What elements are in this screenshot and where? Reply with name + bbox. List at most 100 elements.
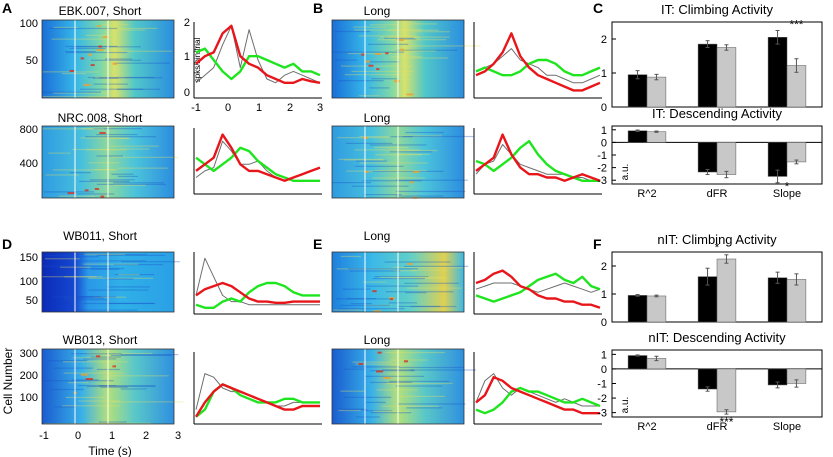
heatmap-title-nrc: NRC.008, Short: [58, 111, 143, 125]
trace-red-line: [475, 376, 600, 415]
trace-gray-line: [195, 257, 320, 306]
population-trace-wb011: [193, 252, 322, 315]
heatmap-title-wb013-long: Long: [364, 333, 391, 347]
panel-letter-c: C: [593, 0, 603, 16]
bar-chart-0: IT: Climbing Activity 2 1 0 ***: [601, 2, 823, 114]
significance-marker: *: [785, 179, 790, 193]
heatmap-xlabel: Time (s): [88, 444, 132, 457]
heatmap-ylabel: Cell Number: [1, 348, 15, 415]
panel-letter-f: F: [593, 236, 602, 252]
bar-chart-title: IT: Climbing Activity: [661, 2, 773, 17]
heatmap-ytick: 100: [20, 276, 38, 288]
trace-green-line: [195, 146, 320, 183]
heatmap-wb011: [41, 251, 180, 313]
bar-ylabel: a.u.: [620, 397, 631, 414]
trace-red-line: [195, 133, 321, 183]
bar-r2-short: [627, 74, 648, 108]
panel-letter-a: A: [2, 0, 12, 16]
heatmap-title-nrc-long: Long: [364, 111, 391, 125]
trace-ytick: 2: [184, 17, 190, 29]
trace-ytick: 0: [184, 87, 190, 99]
bar-r2-short: [627, 295, 648, 323]
heatmap-xtick: -1: [39, 430, 49, 442]
trace-gray-line: [475, 144, 600, 182]
bar-slope-short: [767, 37, 788, 108]
trace-xtick: 2: [287, 102, 293, 114]
heatmap-wb013: [41, 348, 184, 425]
bar-ytick: 1: [601, 349, 607, 361]
heatmap-title-ebk-long: Long: [364, 4, 391, 18]
heatmap-title-ebk: EBK.007, Short: [59, 4, 142, 18]
bar-ytick: 0: [601, 364, 607, 376]
heatmap-wb013-long: [331, 348, 476, 425]
bar-ytick: 0: [601, 317, 607, 329]
trace-gray-line: [475, 48, 601, 84]
trace-green-line: [475, 272, 601, 303]
heatmap-nrc: [41, 125, 179, 199]
bar-ytick: 2: [601, 261, 607, 273]
heatmap-xtick: 3: [175, 430, 181, 442]
heatmap-ytick: 800: [20, 124, 38, 136]
heatmap-xtick: 2: [143, 430, 149, 442]
bar-ytick: -3: [597, 408, 607, 420]
heatmap-ebk-long: [331, 19, 481, 99]
bar-dfr-short: [697, 142, 718, 173]
heatmap-ytick: 200: [20, 370, 38, 382]
bar-ytick: -2: [597, 393, 607, 405]
bar-xlabel: Slope: [773, 421, 801, 433]
trace-xtick: 3: [317, 102, 323, 114]
bar-r2-short: [627, 130, 648, 143]
bar-chart-1: IT: Descending Activity 10-1-2-3 * R^2 dFR Sl…: [597, 106, 823, 200]
trace-xtick: 0: [225, 102, 231, 114]
population-trace-ebk: [195, 24, 321, 85]
heatmap-ytick: 50: [26, 55, 38, 67]
significance-marker: ***: [719, 415, 733, 429]
bar-slope-long: [786, 142, 807, 163]
panel-letter-d: D: [2, 236, 12, 252]
trace-green-line: [475, 139, 600, 183]
trace-ytick: 1: [184, 51, 190, 63]
heatmap-title-wb011-long: Long: [364, 229, 391, 243]
heatmap-ebk: [41, 19, 175, 99]
bar-dfr-long: [716, 258, 737, 323]
bar-ytick: -3: [597, 175, 607, 187]
population-trace-wb013-long: [473, 352, 602, 425]
bar-r2-long: [646, 131, 667, 143]
bar-chart-2: nIT: Climbing Activity 2 1 0 *: [601, 232, 823, 329]
bar-r2-long: [646, 76, 667, 108]
heatmap-title-wb011: WB011, Short: [63, 229, 137, 243]
trace-green-line: [475, 58, 601, 77]
heatmap-ytick: 400: [20, 158, 38, 170]
trace-gray-line: [475, 282, 601, 293]
heatmap-title-wb013: WB013, Short: [63, 333, 138, 347]
bar-dfr-short: [697, 43, 718, 108]
panel-letter-e: E: [313, 236, 322, 252]
trace-green-line: [475, 386, 601, 415]
bar-xlabel: Slope: [773, 188, 801, 200]
population-trace-nrc-long: [473, 128, 602, 195]
trace-red-line: [195, 281, 320, 304]
bar-ytick: 1: [601, 289, 607, 301]
trace-xtick: -1: [191, 102, 201, 114]
bar-dfr-long: [716, 142, 737, 175]
trace-green-line: [195, 47, 321, 81]
bar-ytick: -1: [597, 379, 607, 391]
trace-xtick: 1: [256, 102, 262, 114]
heatmap-xtick: 0: [75, 430, 81, 442]
bar-ytick: 1: [601, 125, 607, 137]
bar-r2-long: [646, 295, 667, 323]
population-trace-wb013: [193, 352, 322, 425]
heatmap-nrc-long: [331, 125, 474, 199]
population-trace-nrc: [193, 128, 322, 195]
heatmap-ytick: 150: [20, 252, 38, 264]
bar-ytick: 0: [601, 102, 607, 114]
population-trace-ebk-long: [473, 22, 602, 99]
bar-r2-short: [627, 355, 648, 370]
heatmap-ytick: 50: [26, 295, 38, 307]
bar-chart-title: nIT: Climbing Activity: [657, 232, 777, 247]
bar-dfr-long: [716, 47, 737, 108]
significance-marker: ***: [789, 18, 803, 32]
bar-ylabel: a.u.: [620, 164, 631, 181]
population-trace-wb011-long: [473, 252, 602, 315]
heatmap-ytick: 100: [20, 18, 38, 30]
